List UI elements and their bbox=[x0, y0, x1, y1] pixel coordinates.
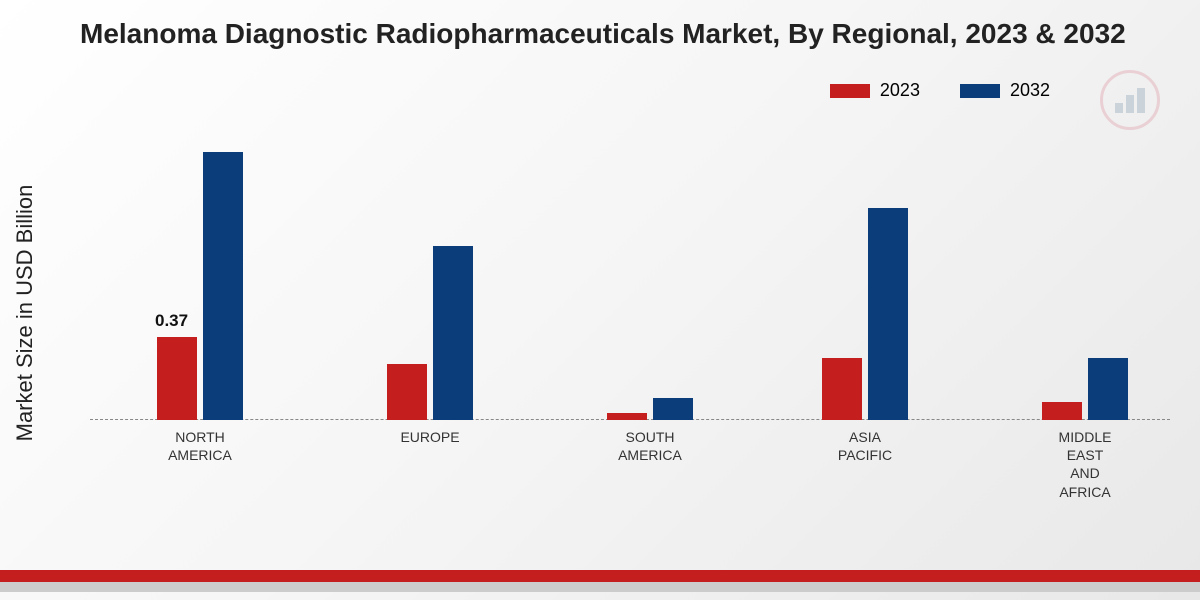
legend-swatch-2032 bbox=[960, 84, 1000, 98]
bar-ap-2023 bbox=[822, 358, 862, 420]
footer-red-bar bbox=[0, 570, 1200, 582]
chart-title: Melanoma Diagnostic Radiopharmaceuticals… bbox=[80, 18, 1200, 50]
bar-sa-2023 bbox=[607, 413, 647, 420]
legend-item-2023: 2023 bbox=[830, 80, 920, 101]
bar-mea-2023 bbox=[1042, 402, 1082, 420]
bar-group-north-america bbox=[157, 152, 243, 420]
x-label-north-america: NORTHAMERICA bbox=[150, 428, 250, 464]
bar-group-south-america bbox=[607, 398, 693, 420]
bar-na-2032 bbox=[203, 152, 243, 420]
x-label-mea: MIDDLEEASTANDAFRICA bbox=[1035, 428, 1135, 501]
legend-item-2032: 2032 bbox=[960, 80, 1050, 101]
legend-label-2023: 2023 bbox=[880, 80, 920, 101]
watermark-logo bbox=[1100, 70, 1160, 130]
y-axis-label: Market Size in USD Billion bbox=[12, 185, 38, 442]
bar-group-europe bbox=[387, 246, 473, 420]
bar-eu-2023 bbox=[387, 364, 427, 420]
bar-group-asia-pacific bbox=[822, 208, 908, 420]
legend-swatch-2023 bbox=[830, 84, 870, 98]
x-label-asia-pacific: ASIAPACIFIC bbox=[815, 428, 915, 464]
bar-group-mea bbox=[1042, 358, 1128, 420]
bar-na-2023 bbox=[157, 337, 197, 420]
x-label-south-america: SOUTHAMERICA bbox=[600, 428, 700, 464]
bar-sa-2032 bbox=[653, 398, 693, 420]
bar-mea-2032 bbox=[1088, 358, 1128, 420]
bar-ap-2032 bbox=[868, 208, 908, 420]
data-label-na-2023: 0.37 bbox=[155, 311, 188, 331]
x-label-europe: EUROPE bbox=[380, 428, 480, 446]
plot-area: 0.37 bbox=[90, 130, 1170, 420]
chart-container: Melanoma Diagnostic Radiopharmaceuticals… bbox=[0, 0, 1200, 600]
legend: 2023 2032 bbox=[830, 80, 1050, 101]
legend-label-2032: 2032 bbox=[1010, 80, 1050, 101]
bar-eu-2032 bbox=[433, 246, 473, 420]
footer-gray-bar bbox=[0, 582, 1200, 592]
x-axis-labels: NORTHAMERICA EUROPE SOUTHAMERICA ASIAPAC… bbox=[90, 428, 1170, 518]
